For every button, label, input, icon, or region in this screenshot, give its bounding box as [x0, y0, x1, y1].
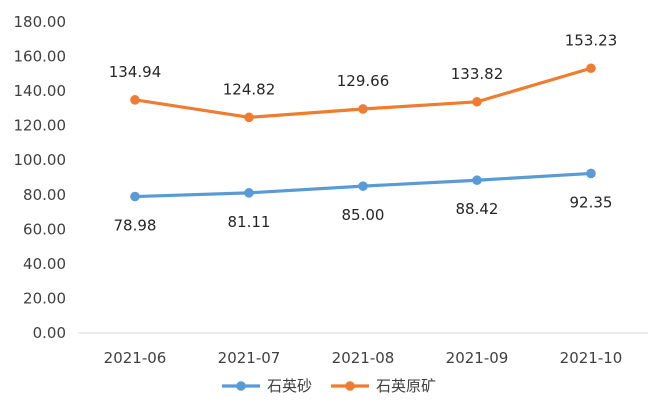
- y-tick-label: 120.00: [14, 117, 67, 135]
- legend-marker: [345, 381, 355, 391]
- x-tick-label: 2021-10: [560, 349, 623, 367]
- data-point: [130, 95, 140, 105]
- data-point: [586, 63, 596, 74]
- legend: 石英砂 石英原矿: [222, 377, 436, 395]
- x-axis: 2021-06 2021-07 2021-08 2021-09 2021-10: [104, 349, 623, 367]
- data-point: [130, 191, 140, 202]
- y-tick-label: 180.00: [14, 13, 67, 31]
- data-label: 85.00: [342, 206, 385, 224]
- x-tick-label: 2021-07: [218, 349, 281, 367]
- data-label: 78.98: [114, 217, 157, 235]
- y-tick-label: 80.00: [23, 186, 66, 204]
- data-labels: 78.98 81.11 85.00 88.42 92.35 134.94 124.82 129…: [109, 31, 618, 234]
- data-label: 133.82: [451, 65, 504, 83]
- y-tick-label: 100.00: [14, 151, 67, 169]
- legend-item: 石英砂: [222, 377, 312, 395]
- data-label: 92.35: [570, 193, 613, 211]
- data-point: [358, 104, 368, 114]
- series-1: [130, 168, 596, 202]
- legend-label: 石英原矿: [376, 377, 436, 395]
- series-2: [130, 63, 596, 123]
- data-label: 81.11: [228, 213, 271, 231]
- data-label: 88.42: [456, 200, 499, 218]
- data-label: 124.82: [223, 80, 276, 98]
- data-point: [358, 181, 368, 191]
- data-point: [472, 96, 482, 107]
- y-tick-label: 160.00: [14, 48, 67, 66]
- y-tick-label: 40.00: [23, 255, 66, 273]
- x-tick-label: 2021-06: [104, 349, 167, 367]
- data-point: [472, 175, 482, 186]
- y-tick-label: 60.00: [23, 220, 66, 238]
- data-point: [586, 168, 596, 179]
- data-label: 129.66: [337, 72, 390, 90]
- data-point: [244, 188, 254, 198]
- y-tick-label: 20.00: [23, 289, 66, 307]
- legend-marker: [236, 381, 246, 391]
- x-tick-label: 2021-09: [446, 349, 509, 367]
- data-label: 153.23: [565, 31, 618, 49]
- x-tick-label: 2021-08: [332, 349, 395, 367]
- data-label: 134.94: [109, 63, 162, 81]
- y-tick-label: 140.00: [14, 82, 67, 100]
- y-tick-label: 0.00: [33, 324, 66, 342]
- legend-label: 石英砂: [267, 377, 312, 395]
- y-axis: 0.00 20.00 40.00 60.00 80.00 100.00 120.00 140.…: [14, 13, 67, 342]
- data-point: [244, 112, 254, 123]
- series-group: [130, 63, 596, 202]
- legend-item: 石英原矿: [331, 377, 436, 395]
